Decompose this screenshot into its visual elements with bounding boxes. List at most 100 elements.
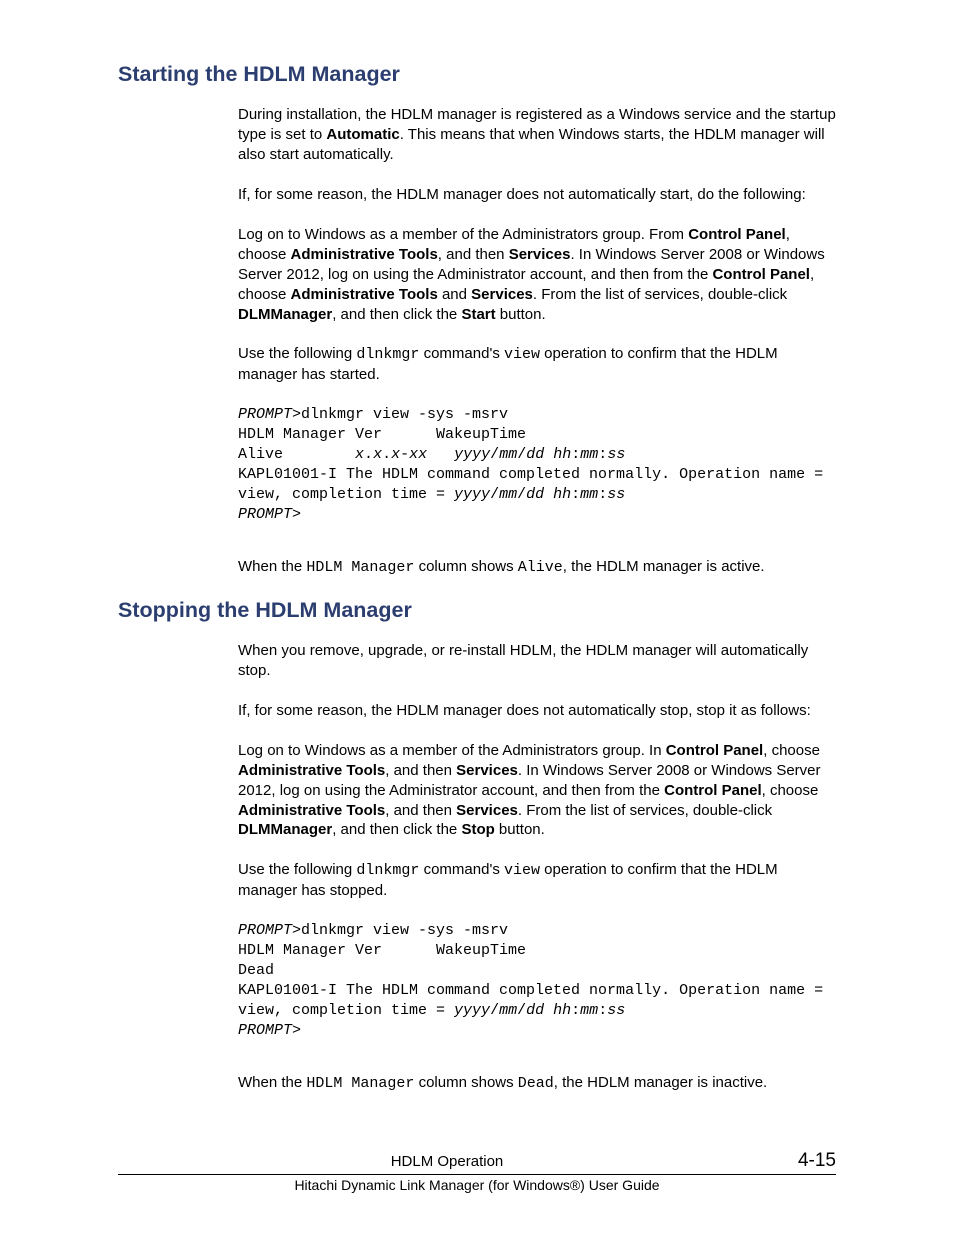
code-italic: ss xyxy=(607,446,625,463)
text: Log on to Windows as a member of the Adm… xyxy=(238,742,666,759)
code-italic: yyyy xyxy=(454,446,490,463)
text: Use the following xyxy=(238,861,356,878)
text: command's xyxy=(419,861,504,878)
body-stopping: When you remove, upgrade, or re-install … xyxy=(238,641,836,1094)
code-text xyxy=(427,446,454,463)
code-hdlm-manager: HDLM Manager xyxy=(306,559,414,576)
text: , and then xyxy=(385,762,456,779)
code-text: : xyxy=(598,446,607,463)
code-text: >dlnkmgr view -sys -msrv xyxy=(292,406,508,423)
text: button. xyxy=(495,821,545,838)
code-text: / xyxy=(517,446,526,463)
code-italic: hh xyxy=(553,446,571,463)
code-dead: Dead xyxy=(518,1075,554,1092)
footer-line1: HDLM Operation 4-15 xyxy=(118,1150,836,1175)
code-text: / xyxy=(490,446,499,463)
code-italic: mm xyxy=(499,446,517,463)
code-italic: x xyxy=(391,446,400,463)
stopping-codeblock: PROMPT>dlnkmgr view -sys -msrv HDLM Mana… xyxy=(238,921,836,1041)
code-text xyxy=(544,446,553,463)
code-text: . xyxy=(382,446,391,463)
stopping-p3: Log on to Windows as a member of the Adm… xyxy=(238,741,836,841)
bold-services-2: Services xyxy=(456,802,518,819)
text: , and then xyxy=(385,802,456,819)
text: column shows xyxy=(414,558,517,575)
stopping-p2: If, for some reason, the HDLM manager do… xyxy=(238,701,836,721)
code-text: : xyxy=(571,486,580,503)
code-text: : xyxy=(598,486,607,503)
code-italic: mm xyxy=(499,1002,517,1019)
code-text xyxy=(544,486,553,503)
stopping-p1: When you remove, upgrade, or re-install … xyxy=(238,641,836,681)
starting-p1: During installation, the HDLM manager is… xyxy=(238,105,836,165)
code-text: HDLM Manager Ver WakeupTime xyxy=(238,942,526,959)
text: , choose xyxy=(763,742,820,759)
bold-admin-tools-2: Administrative Tools xyxy=(238,802,385,819)
code-italic: x xyxy=(355,446,364,463)
code-text: . xyxy=(364,446,373,463)
code-text: / xyxy=(517,1002,526,1019)
code-text: / xyxy=(517,486,526,503)
code-italic: xx xyxy=(409,446,427,463)
text: column shows xyxy=(414,1074,517,1091)
page: Starting the HDLM Manager During install… xyxy=(0,0,954,1235)
bold-dlmmanager: DLMManager xyxy=(238,306,332,323)
code-italic: mm xyxy=(580,446,598,463)
code-view: view xyxy=(504,346,540,363)
footer-page-number: 4-15 xyxy=(776,1150,836,1172)
code-dlnkmgr: dlnkmgr xyxy=(356,346,419,363)
code-italic: yyyy xyxy=(454,1002,490,1019)
bold-control-panel-2: Control Panel xyxy=(712,266,810,283)
text: and xyxy=(438,286,471,303)
text: . From the list of services, double-clic… xyxy=(533,286,787,303)
code-text: HDLM Manager Ver WakeupTime xyxy=(238,426,526,443)
text: Use the following xyxy=(238,345,356,362)
code-text: > xyxy=(292,1022,301,1039)
starting-p3: Log on to Windows as a member of the Adm… xyxy=(238,225,836,325)
heading-stopping: Stopping the HDLM Manager xyxy=(118,598,836,623)
text: Log on to Windows as a member of the Adm… xyxy=(238,226,688,243)
code-text: / xyxy=(490,1002,499,1019)
text: button. xyxy=(496,306,546,323)
text: command's xyxy=(419,345,504,362)
text: When the xyxy=(238,1074,306,1091)
code-italic: dd xyxy=(526,446,544,463)
code-text xyxy=(544,1002,553,1019)
code-italic: ss xyxy=(607,1002,625,1019)
bold-automatic: Automatic xyxy=(326,126,399,143)
text: , and then click the xyxy=(332,821,461,838)
starting-p4: Use the following dlnkmgr command's view… xyxy=(238,344,836,385)
bold-services: Services xyxy=(509,246,571,263)
text: , and then xyxy=(438,246,509,263)
code-italic: hh xyxy=(553,486,571,503)
code-text: > xyxy=(292,506,301,523)
code-italic: yyyy xyxy=(454,486,490,503)
code-italic: dd xyxy=(526,486,544,503)
bold-services: Services xyxy=(456,762,518,779)
code-text: >dlnkmgr view -sys -msrv xyxy=(292,922,508,939)
code-italic: mm xyxy=(499,486,517,503)
code-italic: ss xyxy=(607,486,625,503)
code-text: - xyxy=(400,446,409,463)
bold-admin-tools-2: Administrative Tools xyxy=(291,286,438,303)
code-dlnkmgr: dlnkmgr xyxy=(356,862,419,879)
body-starting: During installation, the HDLM manager is… xyxy=(238,105,836,578)
bold-control-panel-2: Control Panel xyxy=(664,782,762,799)
code-prompt: PROMPT xyxy=(238,1022,292,1039)
code-prompt: PROMPT xyxy=(238,506,292,523)
stopping-p5: When the HDLM Manager column shows Dead,… xyxy=(238,1073,836,1094)
text: When the xyxy=(238,558,306,575)
bold-stop: Stop xyxy=(461,821,494,838)
bold-admin-tools: Administrative Tools xyxy=(291,246,438,263)
bold-control-panel: Control Panel xyxy=(666,742,764,759)
code-italic: mm xyxy=(580,1002,598,1019)
code-italic: mm xyxy=(580,486,598,503)
bold-services-2: Services xyxy=(471,286,533,303)
bold-control-panel: Control Panel xyxy=(688,226,786,243)
text: , the HDLM manager is active. xyxy=(563,558,765,575)
code-text: Alive xyxy=(238,446,355,463)
code-prompt: PROMPT xyxy=(238,922,292,939)
code-text: / xyxy=(490,486,499,503)
bold-start: Start xyxy=(461,306,495,323)
starting-p5: When the HDLM Manager column shows Alive… xyxy=(238,557,836,578)
